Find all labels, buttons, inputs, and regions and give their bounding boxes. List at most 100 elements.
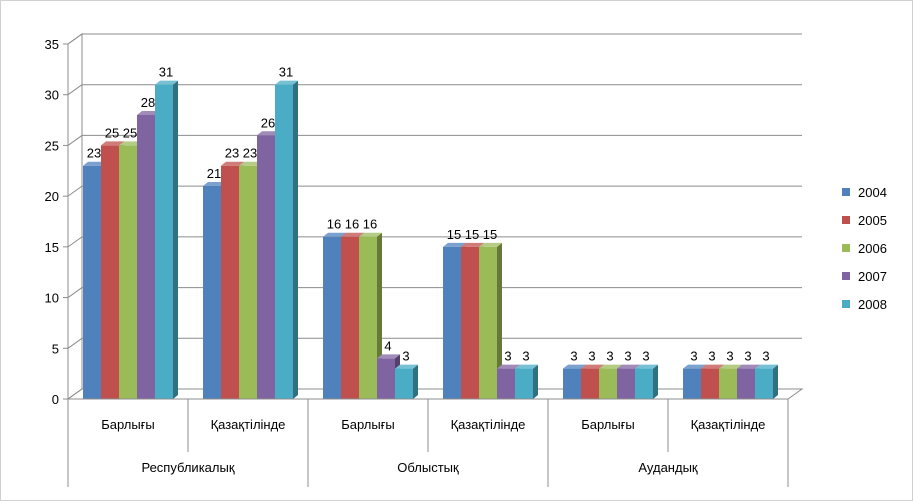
y-tick-label: 5 (52, 341, 59, 356)
legend-label: 2005 (858, 213, 887, 228)
x-group-label: Облыстық (397, 460, 459, 475)
grid-line-side (67, 135, 83, 146)
data-label: 16 (345, 217, 359, 232)
bar-top (83, 161, 106, 166)
bar-front (719, 368, 737, 399)
legend-label: 2007 (858, 269, 887, 284)
bar-top (221, 161, 244, 166)
legend-label: 2004 (858, 185, 887, 200)
bar (275, 80, 298, 400)
y-axis: 0 5 10 15 20 25 30 35 (45, 37, 69, 407)
bar-top (581, 364, 604, 369)
grid-line-side (67, 33, 83, 45)
bar-front (137, 115, 155, 399)
bar-side (497, 242, 502, 399)
x-axis: Барлығы Қазақтілінде Барлығы Қазақтілінде Ба… (67, 398, 789, 487)
legend-item: 2004 (842, 185, 887, 200)
bar-top (155, 80, 178, 85)
bar-front (341, 236, 359, 399)
data-label: 3 (570, 349, 577, 364)
bar-front (257, 135, 275, 400)
bar (635, 364, 658, 399)
bar-front (479, 246, 497, 399)
data-label: 23 (87, 146, 101, 161)
grid-line-side (67, 287, 83, 298)
grid-lines (67, 33, 802, 400)
bar-side (173, 80, 178, 400)
bar-top (635, 364, 658, 369)
bar-side (533, 364, 538, 399)
legend-label: 2006 (858, 241, 887, 256)
bar-top (683, 364, 706, 369)
legend-swatch (842, 188, 850, 196)
data-label: 23 (225, 146, 239, 161)
bar-top (701, 364, 724, 369)
x-group-label: Аудандық (638, 460, 698, 475)
data-label: 3 (624, 349, 631, 364)
data-label: 15 (447, 227, 461, 242)
legend-swatch (842, 300, 850, 308)
bar (515, 364, 538, 399)
grid-line-side (67, 337, 83, 349)
bar-top (515, 364, 538, 369)
legend-item: 2006 (842, 241, 887, 256)
data-label: 3 (588, 349, 595, 364)
x-tick-label: Қазақтілінде (211, 417, 286, 432)
bar-front (101, 145, 119, 399)
bar-top (719, 364, 742, 369)
bar-front (599, 368, 617, 399)
y-tick-label: 35 (45, 37, 59, 52)
data-label: 3 (726, 349, 733, 364)
data-label: 3 (504, 349, 511, 364)
bar-front (155, 84, 173, 400)
bar-top (443, 242, 466, 247)
bar-top (137, 111, 160, 115)
data-label: 3 (708, 349, 715, 364)
bar (755, 364, 778, 399)
bar (479, 242, 502, 399)
data-label: 16 (363, 217, 377, 232)
bar-front (395, 368, 413, 399)
bar-top (497, 364, 520, 369)
bar-front (755, 368, 773, 399)
bar-front (359, 236, 377, 399)
data-label: 3 (642, 349, 649, 364)
bar-front (221, 165, 239, 399)
bar-front (617, 368, 635, 399)
bar-front (203, 186, 221, 399)
bar-front (683, 368, 701, 399)
data-label: 15 (465, 227, 479, 242)
bar-side (293, 80, 298, 400)
x-tick-label: Қазақтілінде (451, 417, 526, 432)
bar-front (119, 145, 137, 399)
data-label: 21 (207, 166, 221, 181)
data-label: 26 (261, 115, 275, 130)
bar-front (461, 246, 479, 399)
bars (83, 80, 778, 400)
bar (395, 364, 418, 399)
bar-front (515, 368, 533, 399)
bar-top (599, 364, 622, 369)
y-tick-label: 10 (45, 291, 59, 306)
data-label: 23 (243, 146, 257, 161)
x-tick-label: Барлығы (341, 417, 395, 432)
bar-top (377, 354, 400, 359)
data-label: 16 (327, 217, 341, 232)
data-label: 3 (606, 349, 613, 364)
bar-top (461, 242, 484, 247)
data-label: 4 (384, 338, 391, 353)
legend-swatch (842, 216, 850, 224)
side-wall (67, 33, 83, 400)
y-tick-label: 0 (52, 392, 59, 407)
data-label: 31 (159, 65, 173, 80)
bar-front (323, 236, 341, 399)
bar-front (563, 368, 581, 399)
bar-top (563, 364, 586, 369)
legend-swatch (842, 244, 850, 252)
bar-top (275, 80, 298, 85)
bar (155, 80, 178, 400)
data-label: 28 (141, 95, 155, 110)
